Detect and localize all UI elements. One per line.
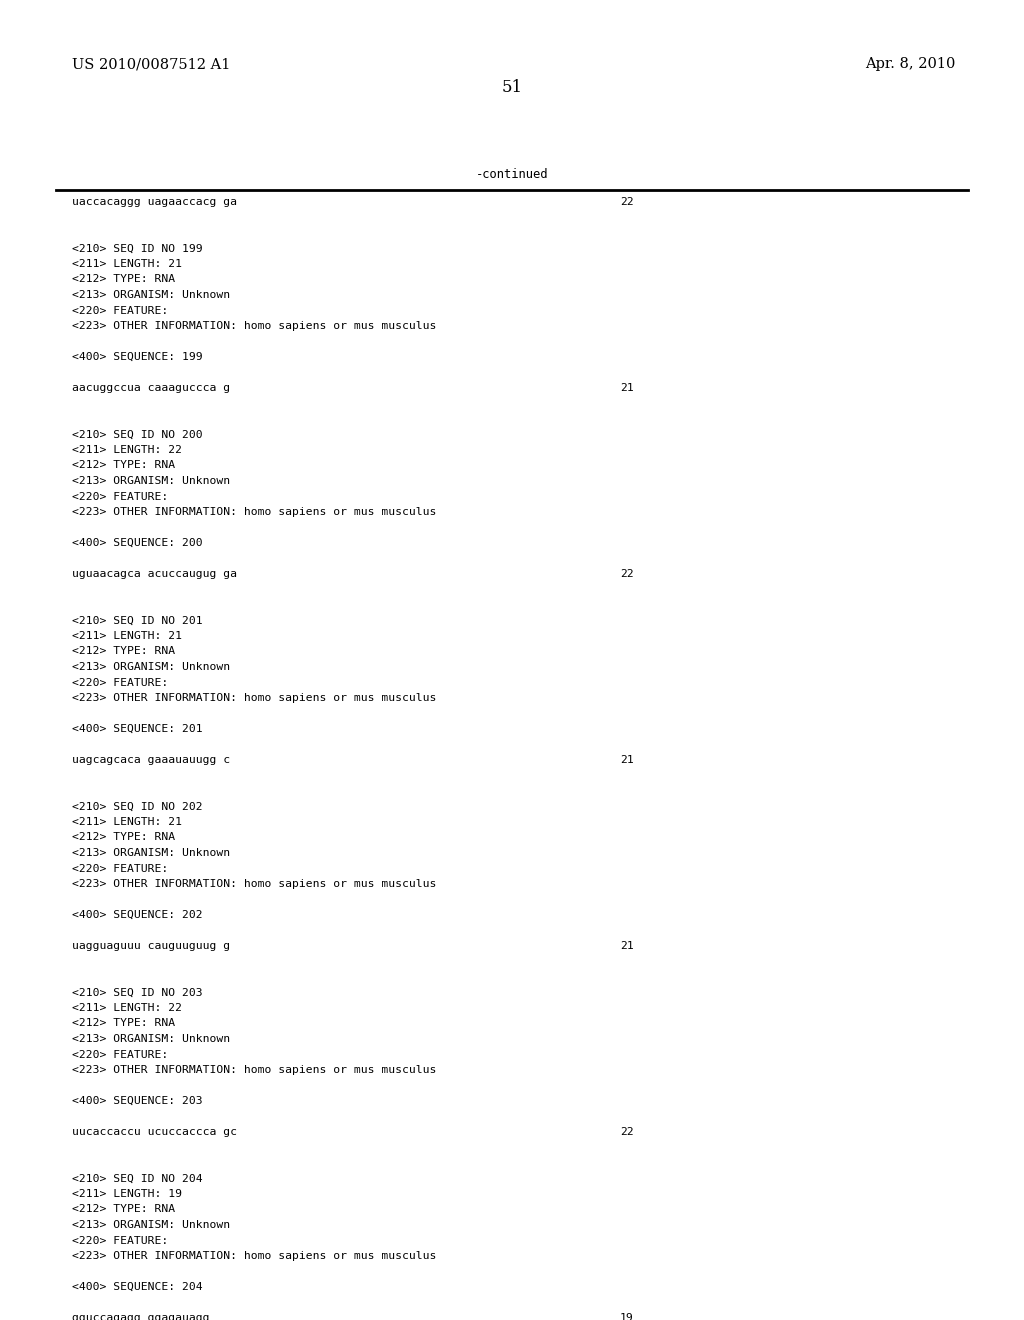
Text: uguaacagca acuccaugug ga: uguaacagca acuccaugug ga (72, 569, 237, 579)
Text: <400> SEQUENCE: 202: <400> SEQUENCE: 202 (72, 909, 203, 920)
Text: <223> OTHER INFORMATION: homo sapiens or mus musculus: <223> OTHER INFORMATION: homo sapiens or… (72, 321, 436, 331)
Text: <211> LENGTH: 21: <211> LENGTH: 21 (72, 817, 182, 828)
Text: <223> OTHER INFORMATION: homo sapiens or mus musculus: <223> OTHER INFORMATION: homo sapiens or… (72, 1251, 436, 1261)
Text: <212> TYPE: RNA: <212> TYPE: RNA (72, 461, 175, 470)
Text: -continued: -continued (476, 168, 548, 181)
Text: <213> ORGANISM: Unknown: <213> ORGANISM: Unknown (72, 663, 230, 672)
Text: <212> TYPE: RNA: <212> TYPE: RNA (72, 647, 175, 656)
Text: 51: 51 (502, 79, 522, 96)
Text: <213> ORGANISM: Unknown: <213> ORGANISM: Unknown (72, 1034, 230, 1044)
Text: <223> OTHER INFORMATION: homo sapiens or mus musculus: <223> OTHER INFORMATION: homo sapiens or… (72, 507, 436, 517)
Text: 19: 19 (620, 1313, 634, 1320)
Text: <400> SEQUENCE: 204: <400> SEQUENCE: 204 (72, 1282, 203, 1292)
Text: <220> FEATURE:: <220> FEATURE: (72, 491, 168, 502)
Text: <211> LENGTH: 22: <211> LENGTH: 22 (72, 1003, 182, 1012)
Text: <210> SEQ ID NO 204: <210> SEQ ID NO 204 (72, 1173, 203, 1184)
Text: <220> FEATURE:: <220> FEATURE: (72, 1236, 168, 1246)
Text: <220> FEATURE:: <220> FEATURE: (72, 677, 168, 688)
Text: <212> TYPE: RNA: <212> TYPE: RNA (72, 275, 175, 285)
Text: <400> SEQUENCE: 203: <400> SEQUENCE: 203 (72, 1096, 203, 1106)
Text: <220> FEATURE:: <220> FEATURE: (72, 305, 168, 315)
Text: <223> OTHER INFORMATION: homo sapiens or mus musculus: <223> OTHER INFORMATION: homo sapiens or… (72, 1065, 436, 1074)
Text: US 2010/0087512 A1: US 2010/0087512 A1 (72, 57, 230, 71)
Text: uagcagcaca gaaauauugg c: uagcagcaca gaaauauugg c (72, 755, 230, 766)
Text: 21: 21 (620, 383, 634, 393)
Text: <220> FEATURE:: <220> FEATURE: (72, 863, 168, 874)
Text: <400> SEQUENCE: 200: <400> SEQUENCE: 200 (72, 539, 203, 548)
Text: <211> LENGTH: 22: <211> LENGTH: 22 (72, 445, 182, 455)
Text: aacuggccua caaaguccca g: aacuggccua caaaguccca g (72, 383, 230, 393)
Text: <400> SEQUENCE: 201: <400> SEQUENCE: 201 (72, 723, 203, 734)
Text: gguccagagg ggagauagg: gguccagagg ggagauagg (72, 1313, 210, 1320)
Text: uaccacaggg uagaaccacg ga: uaccacaggg uagaaccacg ga (72, 197, 237, 207)
Text: 22: 22 (620, 1127, 634, 1137)
Text: <210> SEQ ID NO 202: <210> SEQ ID NO 202 (72, 801, 203, 812)
Text: <400> SEQUENCE: 199: <400> SEQUENCE: 199 (72, 352, 203, 362)
Text: <210> SEQ ID NO 203: <210> SEQ ID NO 203 (72, 987, 203, 998)
Text: <213> ORGANISM: Unknown: <213> ORGANISM: Unknown (72, 1220, 230, 1230)
Text: <213> ORGANISM: Unknown: <213> ORGANISM: Unknown (72, 847, 230, 858)
Text: 22: 22 (620, 569, 634, 579)
Text: <223> OTHER INFORMATION: homo sapiens or mus musculus: <223> OTHER INFORMATION: homo sapiens or… (72, 879, 436, 888)
Text: <210> SEQ ID NO 200: <210> SEQ ID NO 200 (72, 429, 203, 440)
Text: <211> LENGTH: 19: <211> LENGTH: 19 (72, 1189, 182, 1199)
Text: 21: 21 (620, 941, 634, 950)
Text: <220> FEATURE:: <220> FEATURE: (72, 1049, 168, 1060)
Text: <210> SEQ ID NO 201: <210> SEQ ID NO 201 (72, 615, 203, 626)
Text: <213> ORGANISM: Unknown: <213> ORGANISM: Unknown (72, 477, 230, 486)
Text: <211> LENGTH: 21: <211> LENGTH: 21 (72, 631, 182, 642)
Text: 21: 21 (620, 755, 634, 766)
Text: 22: 22 (620, 197, 634, 207)
Text: uagguaguuu cauguuguug g: uagguaguuu cauguuguug g (72, 941, 230, 950)
Text: <210> SEQ ID NO 199: <210> SEQ ID NO 199 (72, 243, 203, 253)
Text: uucaccaccu ucuccaccca gc: uucaccaccu ucuccaccca gc (72, 1127, 237, 1137)
Text: Apr. 8, 2010: Apr. 8, 2010 (864, 57, 955, 71)
Text: <212> TYPE: RNA: <212> TYPE: RNA (72, 1204, 175, 1214)
Text: <212> TYPE: RNA: <212> TYPE: RNA (72, 1019, 175, 1028)
Text: <223> OTHER INFORMATION: homo sapiens or mus musculus: <223> OTHER INFORMATION: homo sapiens or… (72, 693, 436, 704)
Text: <211> LENGTH: 21: <211> LENGTH: 21 (72, 259, 182, 269)
Text: <213> ORGANISM: Unknown: <213> ORGANISM: Unknown (72, 290, 230, 300)
Text: <212> TYPE: RNA: <212> TYPE: RNA (72, 833, 175, 842)
